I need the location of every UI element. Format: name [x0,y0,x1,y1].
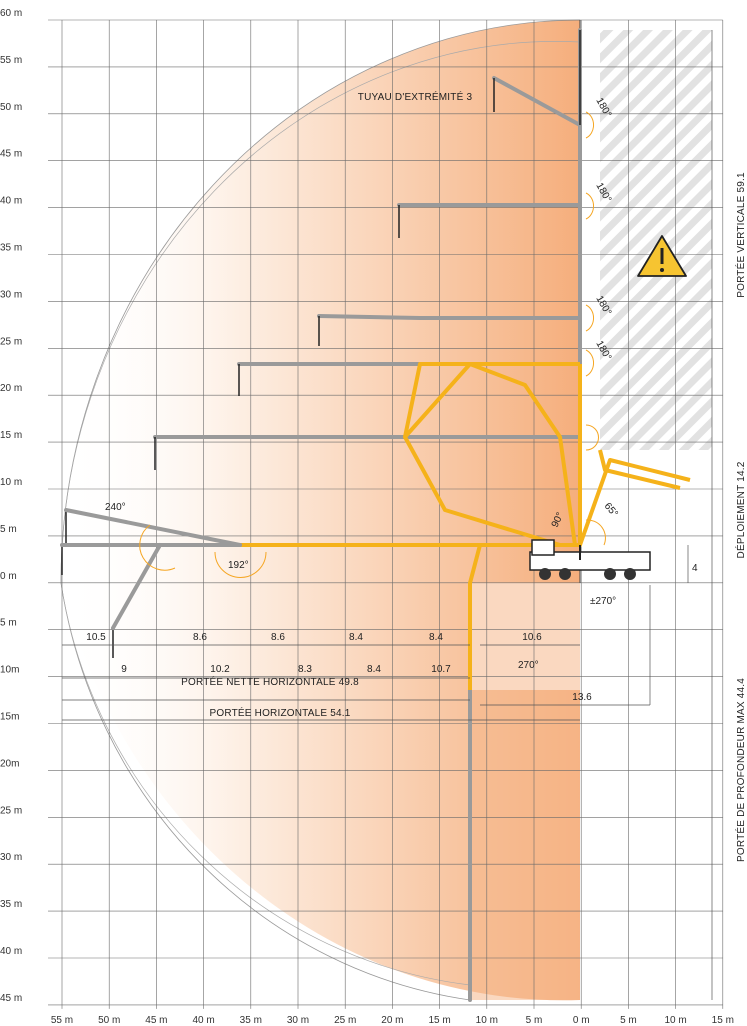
dim-top-5: 8.4 [429,632,443,643]
x-tick-label: 35 m [240,1015,262,1026]
y-tick-label: 45 m [0,993,22,1004]
angle-240: 240° [105,502,126,513]
reach-arc-inner [60,41,581,986]
y-tick-label: 15m [0,712,19,723]
x-tick-label: 10 m [476,1015,498,1026]
dim-top-3: 8.6 [271,632,285,643]
x-tick-label: 45 m [145,1015,167,1026]
dim-4: 4 [692,563,698,574]
y-tick-label: 5 m [0,524,17,535]
y-tick-label: 10 m [0,477,22,488]
y-tick-label: 10m [0,665,19,676]
dim-bottom-1: 9 [121,664,127,675]
angle-192: 192° [228,560,249,571]
horizontal-label: PORTÉE HORIZONTALE 54.1 [210,706,351,719]
x-tick-label: 55 m [51,1015,73,1026]
x-tick-label: 15 m [712,1015,734,1026]
y-tick-label: 55 m [0,55,22,66]
dim-bottom-2: 10.2 [210,664,230,675]
y-tick-label: 50 m [0,102,22,113]
x-tick-label: 10 m [664,1015,686,1026]
end-hose-label: TUYAU D'EXTRÉMITÉ 3 [358,90,473,103]
y-tick-label: 0 m [0,571,17,582]
vertical-reach-label: PORTÉE VERTICALE 59.1 [734,172,747,298]
angle-270: 270° [518,660,539,671]
angle-arcs [139,111,606,578]
y-tick-label: 35 m [0,243,22,254]
x-tick-label: 50 m [98,1015,120,1026]
reach-envelope [61,20,580,1001]
dim-bottom-3: 8.3 [298,664,312,675]
net-horizontal-label: PORTÉE NETTE HORIZONTALE 49.8 [181,675,359,688]
y-tick-label: 15 m [0,430,22,441]
y-tick-label: 25 m [0,336,22,347]
dim-top-1: 10.5 [86,632,106,643]
y-tick-label: 45 m [0,149,22,160]
x-tick-label: 15 m [428,1015,450,1026]
x-tick-label: 40 m [192,1015,214,1026]
unfolding-label: DÉPLOIEMENT 14.2 [734,461,747,558]
dim-top-4: 8.4 [349,632,363,643]
x-tick-label: 30 m [287,1015,309,1026]
boom-horizontal [60,508,242,630]
y-tick-label: 35 m [0,899,22,910]
y-tick-label: 5 m [0,618,17,629]
boom-config-tips [61,30,581,658]
angle-65: 65° [602,501,620,520]
dim-13-6: 13.6 [572,692,592,703]
warning-icon [637,235,687,277]
y-tick-label: 30 m [0,852,22,863]
x-tick-label: 5 m [620,1015,637,1026]
x-tick-label: 5 m [526,1015,543,1026]
angle-270-rotation: ±270° [590,596,616,607]
depth-reach-label: PORTÉE DE PROFONDEUR MAX 44.4 [734,678,747,862]
y-tick-label: 25 m [0,805,22,816]
labels: TUYAU D'EXTRÉMITÉ 3 PORTÉE VERTICALE 59.… [86,90,747,862]
x-tick-label: 20 m [381,1015,403,1026]
dimension-lines [62,30,713,1000]
y-tick-label: 20 m [0,383,22,394]
x-tick-label: 0 m [573,1015,590,1026]
x-tick-label: 25 m [334,1015,356,1026]
truck [529,539,651,580]
dim-top-2: 8.6 [193,632,207,643]
grid: 55 m 50 m 45 m 40 m 35 m 30 m 25 m 20 m 15 m 10 m… [0,8,734,1026]
dim-bottom-5: 10.7 [431,664,451,675]
deep-reach-band [470,583,580,1000]
dim-top-6: 10.6 [522,632,542,643]
y-tick-label: 40 m [0,196,22,207]
hazard-zone [600,30,712,450]
y-tick-label: 40 m [0,946,22,957]
dim-bottom-4: 8.4 [367,664,381,675]
y-tick-label: 60 m [0,8,22,19]
y-tick-label: 20m [0,758,19,769]
y-tick-label: 30 m [0,289,22,300]
